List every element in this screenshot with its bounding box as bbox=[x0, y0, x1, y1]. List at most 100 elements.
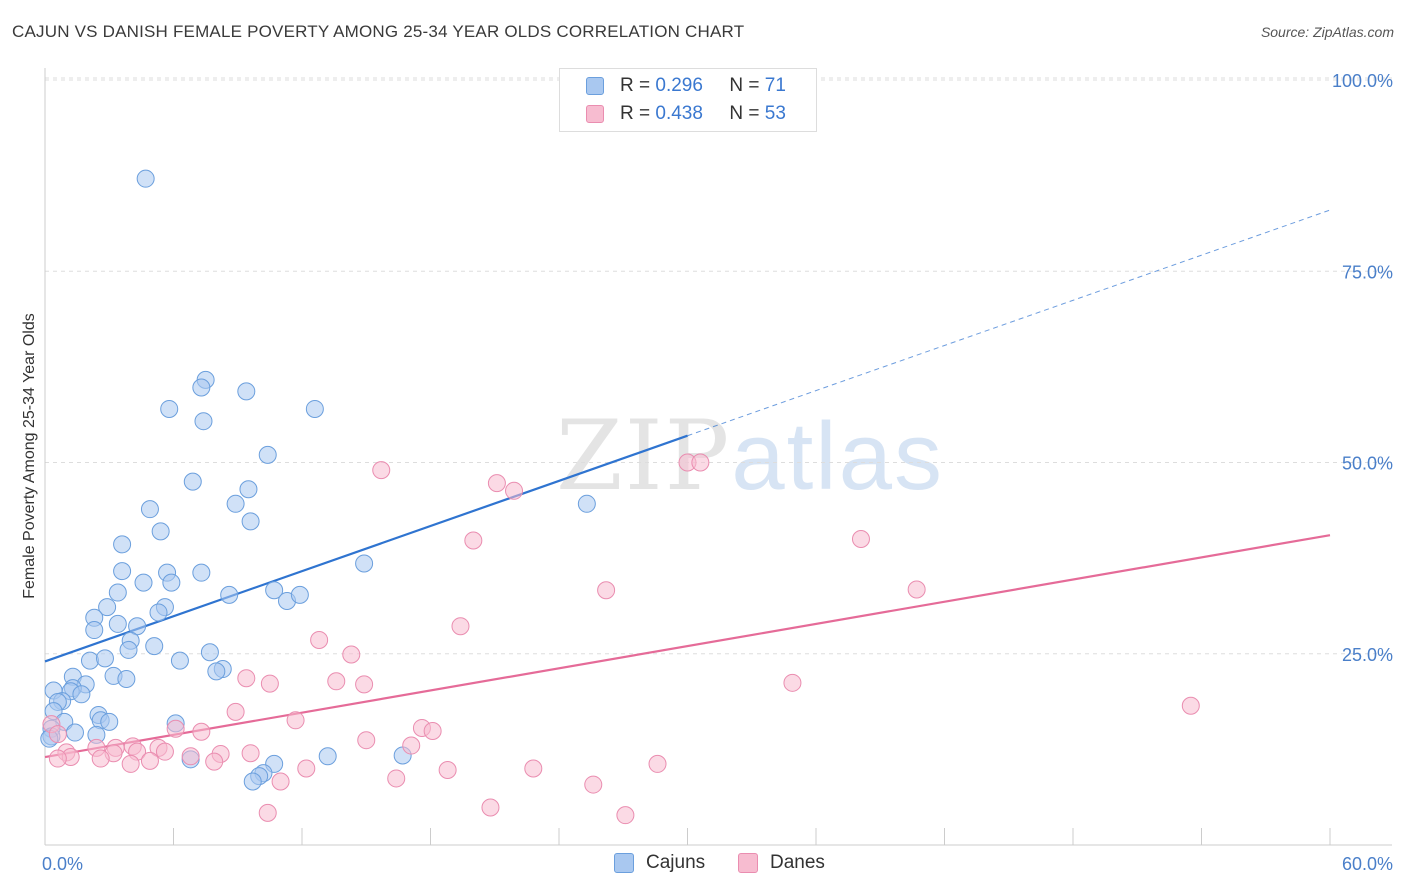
source-label: Source: ZipAtlas.com bbox=[1260, 24, 1394, 40]
danes-point bbox=[597, 581, 616, 600]
cajuns-point bbox=[305, 399, 324, 418]
cajuns-legend-label: Cajuns bbox=[646, 852, 706, 873]
danes-point bbox=[205, 752, 224, 771]
cajuns-point bbox=[80, 651, 99, 670]
danes-legend-swatch bbox=[738, 853, 758, 873]
legend-item-cajuns[interactable]: Cajuns bbox=[614, 852, 705, 874]
danes-point bbox=[286, 711, 305, 730]
cajuns-point bbox=[72, 685, 91, 704]
danes-point bbox=[616, 806, 635, 825]
danes-point bbox=[487, 474, 506, 493]
danes-point bbox=[48, 725, 67, 744]
cajuns-point bbox=[113, 562, 132, 581]
danes-point bbox=[327, 672, 346, 691]
danes-point bbox=[438, 761, 457, 780]
cajuns-point bbox=[318, 747, 337, 766]
cajuns-point bbox=[290, 585, 309, 604]
y-tick-label: 100.0% bbox=[1332, 71, 1393, 91]
danes-r-label: R = bbox=[620, 103, 651, 124]
cajuns-r-label: R = bbox=[620, 75, 651, 96]
x-tick-label: 0.0% bbox=[42, 854, 83, 874]
legend-row-cajuns: R = 0.296 N = 71 bbox=[586, 73, 786, 99]
watermark: ZIPatlas bbox=[556, 400, 944, 512]
danes-point bbox=[524, 759, 543, 778]
cajuns-r-value: 0.296 bbox=[655, 75, 703, 96]
cajuns-point bbox=[243, 772, 262, 791]
watermark-atlas: atlas bbox=[731, 403, 944, 510]
danes-point bbox=[91, 749, 110, 768]
danes-point bbox=[851, 530, 870, 548]
danes-point bbox=[481, 798, 500, 817]
legend-row-danes: R = 0.438 N = 53 bbox=[586, 101, 786, 127]
cajuns-point bbox=[95, 649, 114, 668]
cajuns-point bbox=[237, 382, 256, 401]
cajuns-point bbox=[113, 535, 132, 554]
danes-point bbox=[423, 722, 442, 741]
danes-point bbox=[258, 803, 277, 822]
cajuns-point bbox=[108, 583, 127, 602]
cajuns-point bbox=[149, 603, 168, 622]
cajuns-point bbox=[220, 585, 239, 604]
cajuns-trend-line bbox=[44, 434, 688, 663]
cajuns-n-label: N = bbox=[729, 75, 760, 96]
danes-point bbox=[260, 674, 279, 693]
cajuns-point bbox=[119, 640, 138, 659]
tick-labels: 25.0% 50.0% 75.0% 100.0% 0.0% 60.0% bbox=[42, 71, 1393, 874]
cajuns-point bbox=[577, 494, 596, 513]
cajuns-point bbox=[160, 399, 179, 418]
cajuns-point bbox=[85, 621, 104, 640]
cajuns-trend-extension bbox=[687, 209, 1331, 437]
cajuns-point bbox=[265, 581, 284, 600]
danes-point bbox=[166, 719, 185, 738]
cajuns-point bbox=[170, 651, 189, 670]
cajuns-swatch bbox=[586, 77, 604, 95]
cajuns-point bbox=[241, 512, 260, 531]
cajuns-point bbox=[117, 669, 136, 688]
cajuns-point bbox=[192, 378, 211, 397]
cajuns-point bbox=[65, 723, 84, 742]
trend-lines bbox=[44, 209, 1331, 759]
y-tick-label: 50.0% bbox=[1342, 454, 1393, 474]
cajuns-point bbox=[355, 554, 374, 573]
cajuns-point bbox=[194, 412, 213, 431]
danes-point bbox=[140, 751, 159, 770]
danes-n-value: 53 bbox=[764, 103, 786, 124]
danes-point bbox=[192, 722, 211, 741]
danes-point bbox=[372, 461, 391, 480]
danes-point bbox=[1181, 696, 1200, 715]
y-axis-label: Female Poverty Among 25-34 Year Olds bbox=[21, 313, 38, 599]
cajuns-n-value: 71 bbox=[764, 75, 786, 96]
danes-legend-label: Danes bbox=[770, 852, 825, 873]
cajuns-point bbox=[207, 662, 226, 681]
y-tick-label: 75.0% bbox=[1342, 262, 1393, 282]
cajuns-point bbox=[200, 643, 219, 662]
danes-point bbox=[48, 749, 67, 768]
cajuns-point bbox=[140, 500, 159, 519]
cajuns-point bbox=[134, 573, 153, 592]
danes-point bbox=[237, 669, 256, 688]
danes-point bbox=[355, 675, 374, 694]
danes-point bbox=[451, 617, 470, 636]
danes-point bbox=[584, 775, 603, 794]
danes-r-value: 0.438 bbox=[655, 103, 703, 124]
cajuns-point bbox=[183, 472, 202, 491]
y-tick-label: 25.0% bbox=[1342, 645, 1393, 665]
danes-point bbox=[342, 645, 361, 664]
legend-item-danes[interactable]: Danes bbox=[738, 852, 825, 874]
danes-trend-line bbox=[44, 534, 1331, 759]
danes-swatch bbox=[586, 105, 604, 123]
danes-point bbox=[297, 759, 316, 778]
series-legend: Cajuns Danes bbox=[0, 852, 1406, 878]
correlation-legend: R = 0.296 N = 71 R = 0.438 N = 53 bbox=[559, 68, 817, 132]
danes-point bbox=[464, 531, 483, 550]
cajuns-point bbox=[108, 614, 127, 633]
cajuns-legend-swatch bbox=[614, 853, 634, 873]
cajuns-point bbox=[145, 637, 164, 656]
danes-point bbox=[505, 481, 524, 500]
x-tick-label: 60.0% bbox=[1342, 854, 1393, 874]
danes-point bbox=[387, 769, 406, 788]
cajuns-point bbox=[100, 712, 119, 731]
axes bbox=[44, 68, 1392, 846]
danes-point bbox=[691, 453, 710, 472]
